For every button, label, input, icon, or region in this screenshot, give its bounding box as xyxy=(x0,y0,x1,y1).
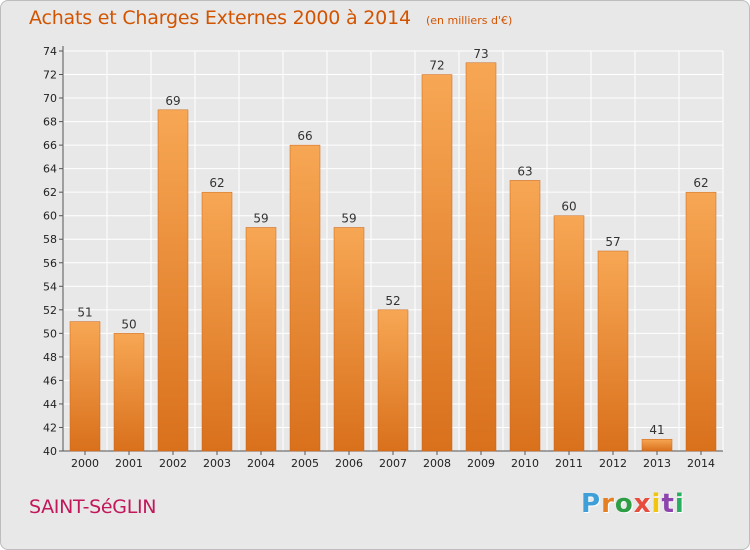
bar-value-label: 62 xyxy=(209,176,224,190)
title-row: Achats et Charges Externes 2000 à 2014 (… xyxy=(29,7,512,29)
commune-name: SAINT-SéGLIN xyxy=(29,496,157,518)
x-tick-label: 2003 xyxy=(203,457,231,470)
bar-value-label: 59 xyxy=(253,211,268,225)
y-tick-label: 64 xyxy=(43,163,57,176)
bar-2013 xyxy=(641,438,673,452)
x-tick-label: 2000 xyxy=(71,457,99,470)
x-tick-label: 2001 xyxy=(115,457,143,470)
y-tick-label: 46 xyxy=(43,374,57,387)
x-tick-label: 2013 xyxy=(643,457,671,470)
bar-value-label: 41 xyxy=(649,423,664,437)
logo-letter: r xyxy=(601,489,615,519)
bar-value-label: 72 xyxy=(429,59,444,73)
y-tick-label: 68 xyxy=(43,116,57,129)
y-tick-label: 40 xyxy=(43,445,57,458)
logo-letter: x xyxy=(633,489,652,519)
proxiti-logo[interactable]: Proxiti xyxy=(581,489,685,519)
logo-letter: o xyxy=(614,489,634,519)
bar-2001 xyxy=(113,333,145,452)
bar-2005 xyxy=(289,144,321,452)
x-tick-label: 2002 xyxy=(159,457,187,470)
logo-letter: t xyxy=(661,489,675,519)
y-tick-label: 44 xyxy=(43,398,57,411)
bar-2000 xyxy=(69,321,101,452)
bars xyxy=(69,62,717,452)
bar-value-label: 59 xyxy=(341,211,356,225)
y-tick-label: 56 xyxy=(43,257,57,270)
bar-2012 xyxy=(597,250,629,452)
x-tick-label: 2012 xyxy=(599,457,627,470)
x-tick-label: 2008 xyxy=(423,457,451,470)
bar-2003 xyxy=(201,191,233,452)
y-tick-label: 50 xyxy=(43,327,57,340)
x-tick-label: 2004 xyxy=(247,457,275,470)
y-tick-label: 54 xyxy=(43,280,57,293)
logo-letter: P xyxy=(581,489,602,519)
bar-value-label: 63 xyxy=(517,164,532,178)
bar-2002 xyxy=(157,109,189,452)
y-tick-label: 52 xyxy=(43,304,57,317)
y-tick-label: 48 xyxy=(43,351,57,364)
chart-subtitle: (en milliers d'€) xyxy=(425,14,513,27)
axes: 40 42 44 46 48 50 52 54 56 58 60 62 64 66 68 70 72 74 2000… xyxy=(43,45,723,470)
y-tick-label: 70 xyxy=(43,92,57,105)
y-tick-label: 58 xyxy=(43,233,57,246)
bar-value-label: 50 xyxy=(121,317,136,331)
bar-value-label: 60 xyxy=(561,200,576,214)
y-tick-label: 66 xyxy=(43,139,57,152)
x-tick-label: 2009 xyxy=(467,457,495,470)
bar-2004 xyxy=(245,227,277,452)
bar-2014 xyxy=(685,191,717,452)
bar-value-label: 51 xyxy=(77,306,92,320)
bar-value-label: 52 xyxy=(385,294,400,308)
bar-2010 xyxy=(509,180,541,452)
y-tick-label: 74 xyxy=(43,45,57,58)
y-tick-label: 62 xyxy=(43,186,57,199)
bar-value-label: 66 xyxy=(297,129,312,143)
logo-letter: i xyxy=(651,489,662,519)
x-tick-label: 2005 xyxy=(291,457,319,470)
y-tick-label: 42 xyxy=(43,421,57,434)
bar-value-label: 69 xyxy=(165,94,180,108)
bar-value-label: 62 xyxy=(693,176,708,190)
bar-labels: 51 50 69 62 59 66 59 52 72 73 63 60 57 41 62 xyxy=(77,47,708,437)
x-tick-label: 2010 xyxy=(511,457,539,470)
bar-2007 xyxy=(377,309,409,452)
bar-2008 xyxy=(421,74,453,452)
bar-value-label: 73 xyxy=(473,47,488,61)
bar-2011 xyxy=(553,215,585,452)
y-tick-label: 60 xyxy=(43,210,57,223)
x-tick-label: 2014 xyxy=(687,457,715,470)
x-tick-label: 2006 xyxy=(335,457,363,470)
x-tick-label: 2007 xyxy=(379,457,407,470)
x-tick-label: 2011 xyxy=(555,457,583,470)
chart-title: Achats et Charges Externes 2000 à 2014 xyxy=(29,7,411,29)
y-tick-label: 72 xyxy=(43,69,57,82)
bar-2009 xyxy=(465,62,497,452)
bar-2006 xyxy=(333,227,365,452)
bar-value-label: 57 xyxy=(605,235,620,249)
logo-letter: i xyxy=(674,489,685,519)
